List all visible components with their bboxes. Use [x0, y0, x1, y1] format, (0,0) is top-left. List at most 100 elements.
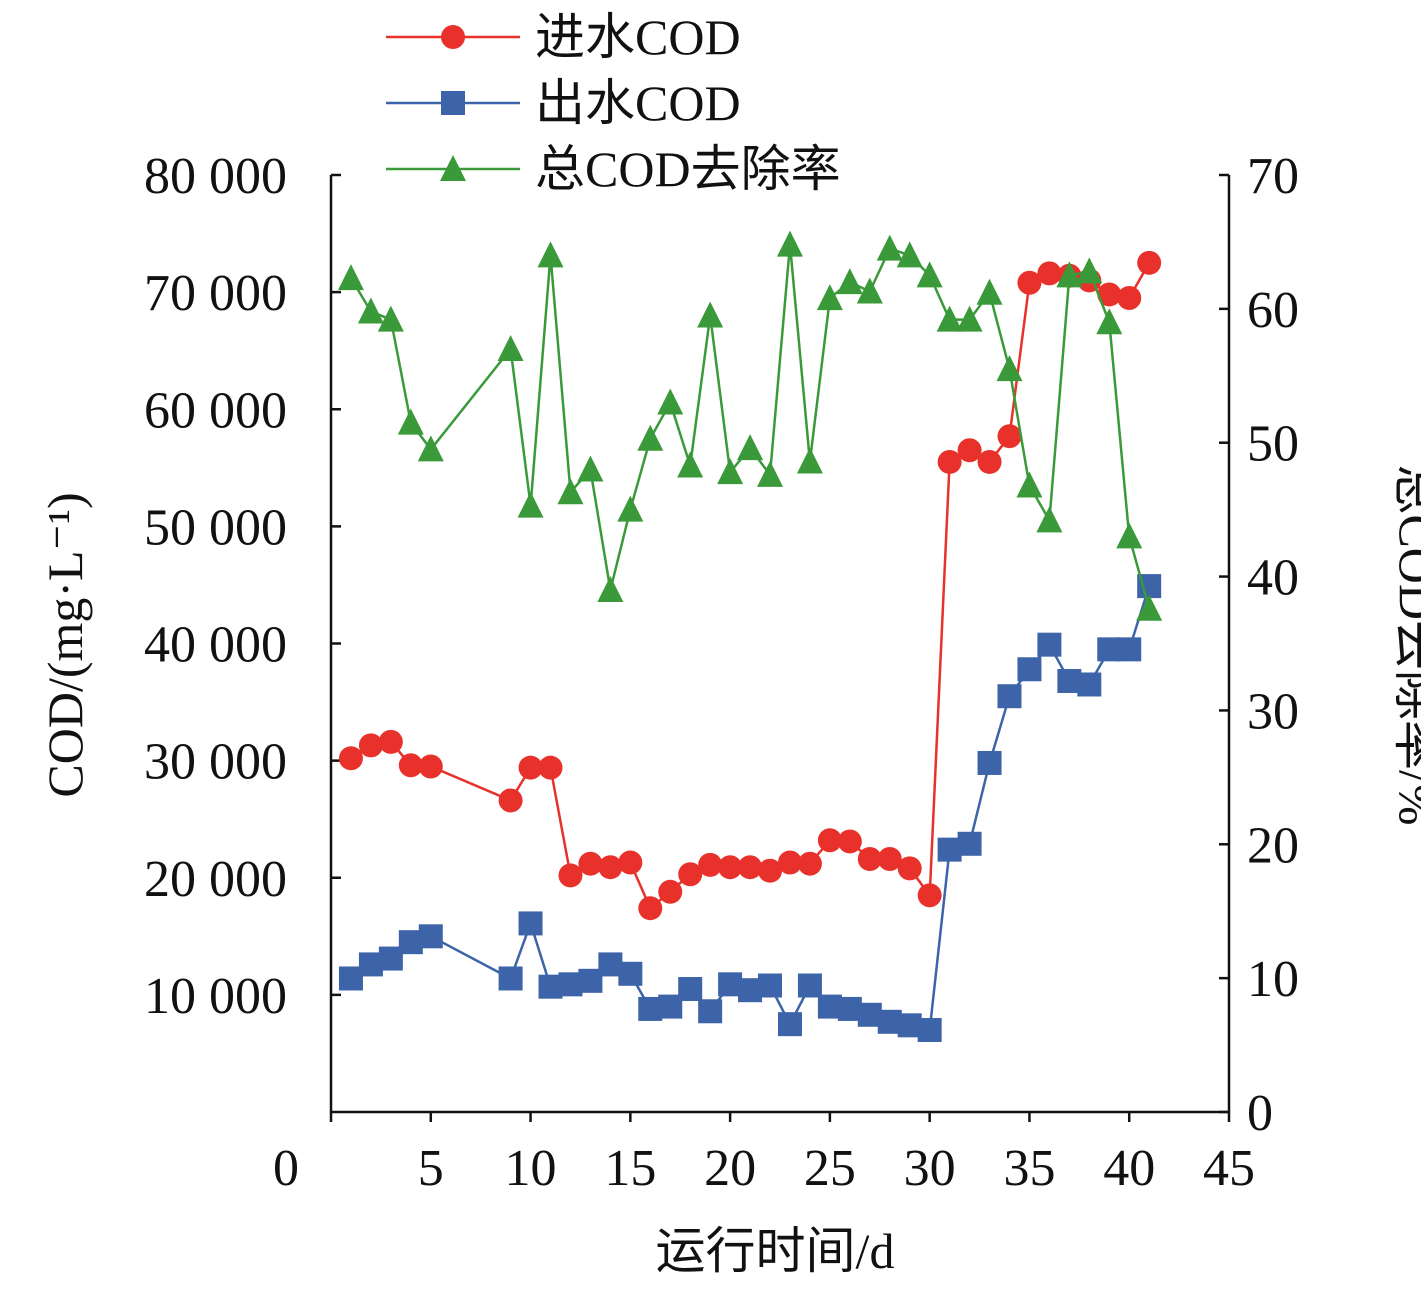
data-point-influent-cod [678, 862, 703, 887]
data-point-effluent-cod [678, 977, 703, 1002]
data-point-influent-cod [1017, 270, 1042, 295]
data-point-cod-removal [637, 424, 664, 451]
data-point-cod-removal [996, 355, 1023, 382]
data-point-influent-cod [658, 879, 683, 904]
data-point-influent-cod [1097, 282, 1122, 307]
legend: 进水COD 出水COD 总COD去除率 [386, 9, 841, 197]
data-point-cod-removal [796, 447, 823, 474]
data-point-cod-removal [956, 305, 983, 332]
legend-label-removal: 总COD去除率 [535, 141, 841, 197]
data-point-influent-cod [817, 828, 842, 853]
x-tick-label: 35 [1003, 1140, 1055, 1197]
data-point-cod-removal [657, 388, 684, 415]
data-point-influent-cod [997, 424, 1022, 449]
x-tick-label: 5 [418, 1140, 444, 1197]
data-point-influent-cod [917, 883, 942, 908]
data-point-effluent-cod [498, 966, 523, 991]
data-point-influent-cod [518, 755, 543, 780]
data-point-effluent-cod [518, 911, 543, 936]
data-point-effluent-cod [1017, 657, 1042, 682]
data-point-effluent-cod [1077, 672, 1102, 697]
series-line-influent-cod [350, 262, 1151, 911]
data-point-cod-removal [916, 261, 943, 288]
data-point-cod-removal [1016, 471, 1043, 498]
data-point-effluent-cod [758, 973, 783, 998]
y-left-axis-title: COD/(mg·L⁻¹) [37, 492, 93, 797]
data-point-influent-cod [378, 729, 403, 754]
y-left-tick-label: 20 000 [144, 851, 287, 908]
y-left-tick-label: 70 000 [144, 265, 287, 322]
data-point-influent-cod [598, 855, 623, 880]
legend-marker-removal [440, 155, 466, 181]
x-tick-label: 25 [804, 1140, 856, 1197]
y-left-tick-label: 60 000 [144, 382, 287, 439]
x-tick-label: 15 [604, 1140, 656, 1197]
data-point-cod-removal [617, 495, 644, 522]
data-point-influent-cod [358, 733, 383, 758]
y-right-tick-label: 0 [1247, 1085, 1273, 1142]
data-point-cod-removal [1096, 308, 1123, 335]
data-point-influent-cod [398, 753, 423, 778]
data-point-cod-removal [577, 455, 604, 482]
y-left-tick-label: 80 000 [144, 148, 287, 205]
legend-label-influent: 进水COD [535, 9, 741, 65]
data-point-cod-removal [697, 301, 724, 328]
data-point-effluent-cod [618, 961, 643, 986]
y-right-tick-label: 60 [1247, 282, 1299, 339]
x-tick-label: 45 [1203, 1140, 1255, 1197]
data-point-cod-removal [597, 575, 624, 602]
data-point-cod-removal [377, 305, 404, 332]
x-tick-label: 40 [1103, 1140, 1155, 1197]
x-tick-label: 10 [505, 1140, 557, 1197]
data-point-effluent-cod [1117, 637, 1142, 662]
data-point-cod-removal [517, 491, 544, 518]
data-point-cod-removal [557, 478, 584, 505]
data-point-influent-cod [558, 863, 583, 888]
data-point-cod-removal [1056, 261, 1083, 288]
legend-label-effluent: 出水COD [535, 75, 741, 131]
x-axis-title: 运行时间/d [656, 1223, 895, 1279]
data-point-influent-cod [498, 788, 523, 813]
data-point-effluent-cod [917, 1018, 942, 1043]
data-point-influent-cod [738, 855, 763, 880]
y-right-tick-label: 30 [1247, 683, 1299, 740]
tick-labels: 0 5 10 15 20 25 30 35 40 45 10 000 20 000 30 000 40 0… [144, 148, 1299, 1197]
data-point-influent-cod [698, 852, 723, 877]
data-point-influent-cod [957, 438, 982, 463]
ticks [329, 173, 1231, 1122]
data-point-cod-removal [896, 241, 923, 268]
y-left-tick-label: 10 000 [144, 968, 287, 1025]
data-point-cod-removal [976, 278, 1003, 305]
data-point-influent-cod [797, 851, 822, 876]
data-point-effluent-cod [997, 684, 1022, 709]
series-influent-cod [338, 250, 1162, 921]
data-point-cod-removal [397, 408, 424, 435]
x-tick-label: 20 [704, 1140, 756, 1197]
data-point-influent-cod [418, 754, 443, 779]
data-point-cod-removal [836, 268, 863, 295]
x-tick-label: 30 [904, 1140, 956, 1197]
data-point-influent-cod [977, 449, 1002, 474]
y-right-tick-label: 40 [1247, 550, 1299, 607]
data-point-cod-removal [717, 458, 744, 485]
axes [329, 175, 1231, 1114]
data-point-effluent-cod [957, 831, 982, 856]
data-point-cod-removal [417, 435, 444, 462]
y-right-tick-label: 10 [1247, 951, 1299, 1008]
data-point-influent-cod [618, 850, 643, 875]
data-point-cod-removal [497, 335, 524, 362]
data-point-cod-removal [757, 460, 784, 487]
data-point-effluent-cod [977, 750, 1002, 775]
data-point-cod-removal [936, 305, 963, 332]
data-point-cod-removal [1036, 506, 1063, 533]
series-effluent-cod [338, 574, 1162, 1043]
y-right-tick-label: 70 [1247, 148, 1299, 205]
data-point-influent-cod [877, 847, 902, 872]
data-point-cod-removal [677, 451, 704, 478]
data-point-influent-cod [538, 755, 563, 780]
y-right-tick-label: 50 [1247, 416, 1299, 473]
data-point-cod-removal [776, 230, 803, 257]
data-point-influent-cod [857, 847, 882, 872]
y-right-axis-title: 总COD去除率/% [1389, 464, 1421, 825]
